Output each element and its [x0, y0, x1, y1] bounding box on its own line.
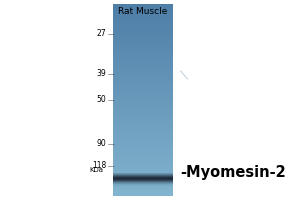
- Text: 90: 90: [97, 140, 106, 148]
- Text: Rat Muscle: Rat Muscle: [118, 7, 167, 16]
- Text: 27: 27: [97, 29, 106, 38]
- Text: 118: 118: [92, 162, 106, 170]
- Text: KDa: KDa: [89, 167, 103, 173]
- Text: 39: 39: [97, 70, 106, 78]
- Text: -Myomesin-2: -Myomesin-2: [180, 164, 286, 180]
- Text: 50: 50: [97, 96, 106, 104]
